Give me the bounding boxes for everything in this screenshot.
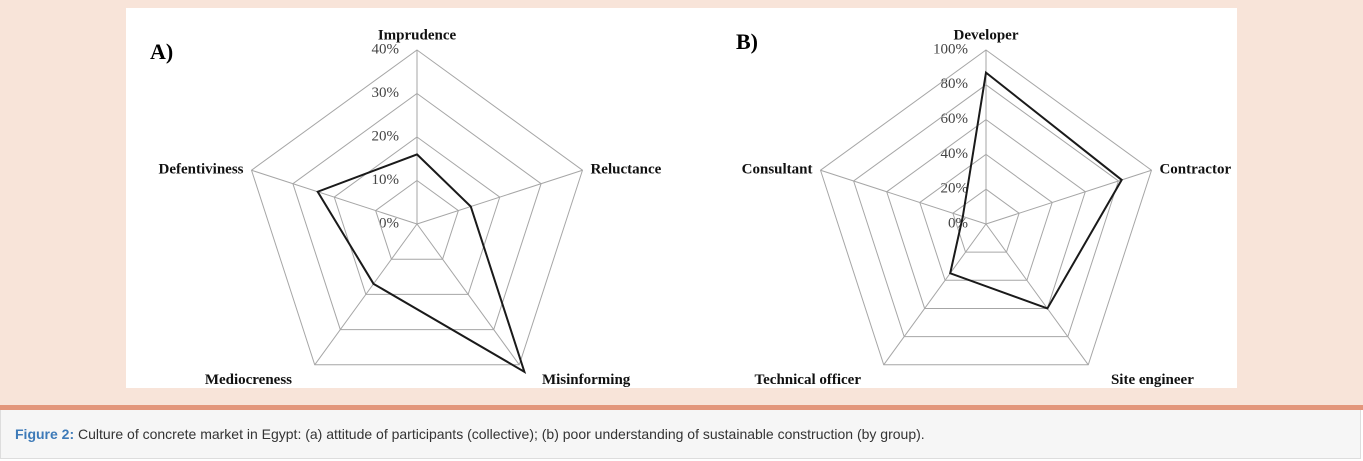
category-label: Misinforming bbox=[542, 372, 631, 388]
grid-ring bbox=[819, 49, 1153, 366]
radar-line bbox=[949, 70, 1123, 310]
caption-label: Figure 2: bbox=[15, 426, 75, 442]
category-label: Imprudence bbox=[378, 27, 457, 43]
chart: A)0%10%20%30%40%ImprudenceReluctanceMisi… bbox=[126, 8, 1237, 388]
category-label: Developer bbox=[954, 27, 1019, 43]
tick-label: 60% bbox=[941, 111, 969, 127]
caption: Figure 2: Culture of concrete market in … bbox=[0, 410, 1361, 459]
category-label: Site engineer bbox=[1111, 372, 1194, 388]
grid-ring bbox=[919, 153, 1053, 281]
category-label: Consultant bbox=[742, 162, 813, 178]
spoke bbox=[416, 223, 520, 366]
separator bbox=[0, 405, 1363, 410]
spoke bbox=[985, 169, 1152, 225]
tick-label: 30% bbox=[372, 85, 400, 101]
category-label: Technical officer bbox=[755, 372, 862, 388]
grid-ring bbox=[250, 49, 584, 366]
tick-label: 100% bbox=[933, 41, 968, 57]
grid-ring bbox=[853, 84, 1119, 338]
category-label: Reluctance bbox=[590, 162, 661, 178]
category-label: Defentiviness bbox=[159, 162, 244, 178]
tick-label: 0% bbox=[379, 215, 399, 231]
category-label: Contractor bbox=[1159, 162, 1231, 178]
tick-label: 20% bbox=[372, 128, 400, 144]
tick-label: 10% bbox=[372, 172, 400, 188]
tick-label: 40% bbox=[372, 41, 400, 57]
spoke bbox=[985, 223, 1089, 366]
panel-label: B) bbox=[736, 29, 758, 54]
spoke bbox=[251, 169, 418, 225]
tick-label: 80% bbox=[941, 76, 969, 92]
panel-label: A) bbox=[150, 39, 173, 64]
grid-ring bbox=[292, 92, 542, 331]
grid-ring bbox=[952, 188, 1020, 253]
category-label: Mediocreness bbox=[205, 372, 292, 388]
spoke bbox=[416, 169, 583, 225]
grid-ring bbox=[375, 179, 459, 260]
grid-ring bbox=[886, 118, 1086, 309]
spoke bbox=[820, 169, 987, 225]
radar-line bbox=[316, 153, 527, 374]
tick-label: 40% bbox=[941, 146, 969, 162]
tick-label: 20% bbox=[941, 181, 969, 197]
spoke bbox=[883, 223, 987, 366]
grid-ring bbox=[333, 136, 501, 295]
caption-text: Culture of concrete market in Egypt: (a)… bbox=[78, 426, 925, 442]
spoke bbox=[314, 223, 418, 366]
